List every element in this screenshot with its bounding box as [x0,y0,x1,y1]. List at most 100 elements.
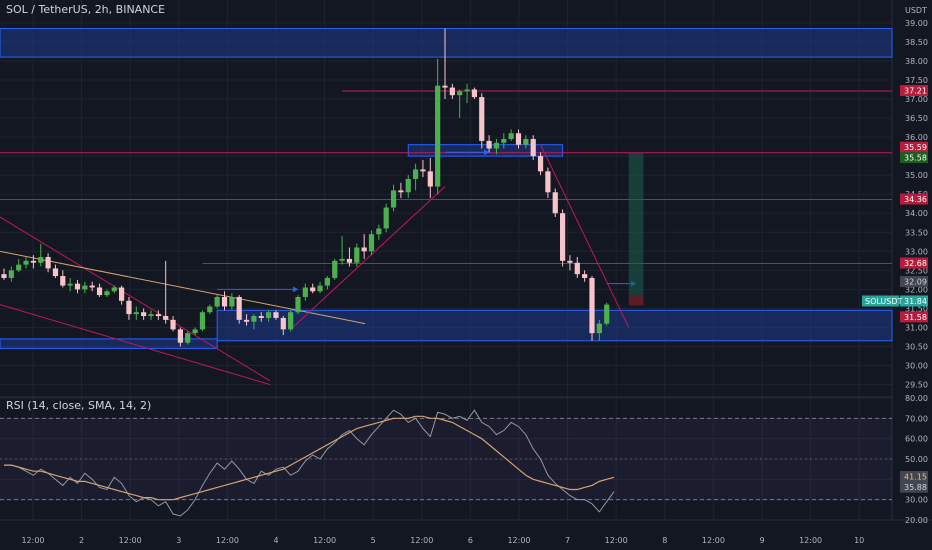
rising-trendline [290,186,446,330]
position-stop-zone [628,295,644,306]
candle-body [207,306,213,313]
rsi-ma-tag [900,481,928,493]
time-tick-label: 12:00 [605,536,628,545]
price-tick-label: 36.00 [905,133,928,142]
candle-body [442,85,448,88]
currency-label: USDT [905,6,927,15]
rsi-line [4,409,615,517]
candle-body [52,268,59,277]
candle-body [383,207,389,229]
candle-body [141,312,147,317]
time-tick-label: 2 [79,536,84,545]
candle-body [104,291,110,296]
time-tick-label: 8 [662,536,667,545]
time-tick-label: 12:00 [313,536,336,545]
candle-body [192,329,198,334]
supply-demand-zone [0,28,893,58]
price-tick-label: 36.50 [905,114,928,123]
candle-body [324,277,330,286]
candle-body [413,169,419,179]
candle-body [89,285,95,288]
price-tag-label: 32.09 [904,277,927,286]
candle-body [560,213,566,261]
candle-body [45,257,51,269]
price-tag [900,257,928,269]
price-tag [900,152,928,164]
candle-body [67,283,73,286]
candle-body [376,228,382,235]
price-tag [900,275,928,287]
price-tag-label: 35.58 [904,154,927,163]
symbol-tag-label: SOLUSDT [865,297,903,306]
price-tag [900,193,928,205]
price-tag [900,311,928,323]
candle-body [221,297,228,307]
rsi-ma-line [4,415,615,501]
candle-body [251,316,257,322]
candle-body [23,260,29,265]
candle-body [214,297,220,307]
candle-body [8,270,14,278]
candle-body [302,287,308,297]
candle-body [390,190,397,208]
time-tick-label: 12:00 [702,536,725,545]
candle-body [133,312,139,315]
time-tick-label: 6 [468,536,473,545]
candle-body [1,274,7,278]
price-tag [900,141,928,153]
price-tick-label: 39.00 [905,19,928,28]
price-tick-label: 33.00 [905,247,928,256]
symbol-tag [862,295,899,307]
position-target-zone [628,153,644,296]
candle-body [266,312,272,318]
price-tag-label: 35.59 [904,143,927,152]
candle-body [537,156,544,172]
candle-body [82,285,88,290]
rsi-ma-label: 35.88 [904,483,927,492]
candle-body [449,87,455,96]
symbol-title: SOL / TetherUS, 2h, BINANCE [6,3,165,16]
candle-body [339,258,345,261]
candle-body [38,257,44,263]
candle-body [288,312,294,330]
price-tick-label: 38.50 [905,38,928,47]
rsi-value-tag [900,470,928,482]
price-tick-label: 31.00 [905,323,928,332]
candle-body [199,312,206,330]
candle-body [552,192,558,214]
candle-body [119,287,125,301]
price-tick-label: 38.00 [905,57,928,66]
candle-body [471,89,477,98]
candle-body [582,274,588,278]
candle-body [111,287,117,292]
rsi-tick-label: 60.00 [905,435,928,444]
candle-body [317,285,323,292]
candle-body [310,287,316,292]
candle-body [155,314,161,317]
time-tick-label: 12:00 [119,536,142,545]
candle-body [530,138,536,157]
price-tag-label: 31.84 [904,297,927,306]
candle-body [368,234,375,252]
time-tick-label: 12:00 [507,536,530,545]
rsi-value-label: 41.15 [904,472,927,481]
supply-demand-zone [0,338,218,349]
falling-trendline [0,250,366,325]
time-tick-label: 12:00 [410,536,433,545]
candle-body [427,171,433,187]
projection-arrow-head [293,286,298,293]
rsi-tick-label: 70.00 [905,414,928,423]
candle-body [435,85,441,187]
candle-body [273,312,279,318]
candle-body [589,277,595,334]
channel-lower-line [0,304,271,386]
candle-body [420,169,426,172]
price-tick-label: 29.50 [905,381,928,390]
candle-body [457,91,463,96]
candle-body [30,260,36,263]
candle-body [236,297,242,320]
candle-body [185,333,191,343]
candle-body [346,258,353,263]
